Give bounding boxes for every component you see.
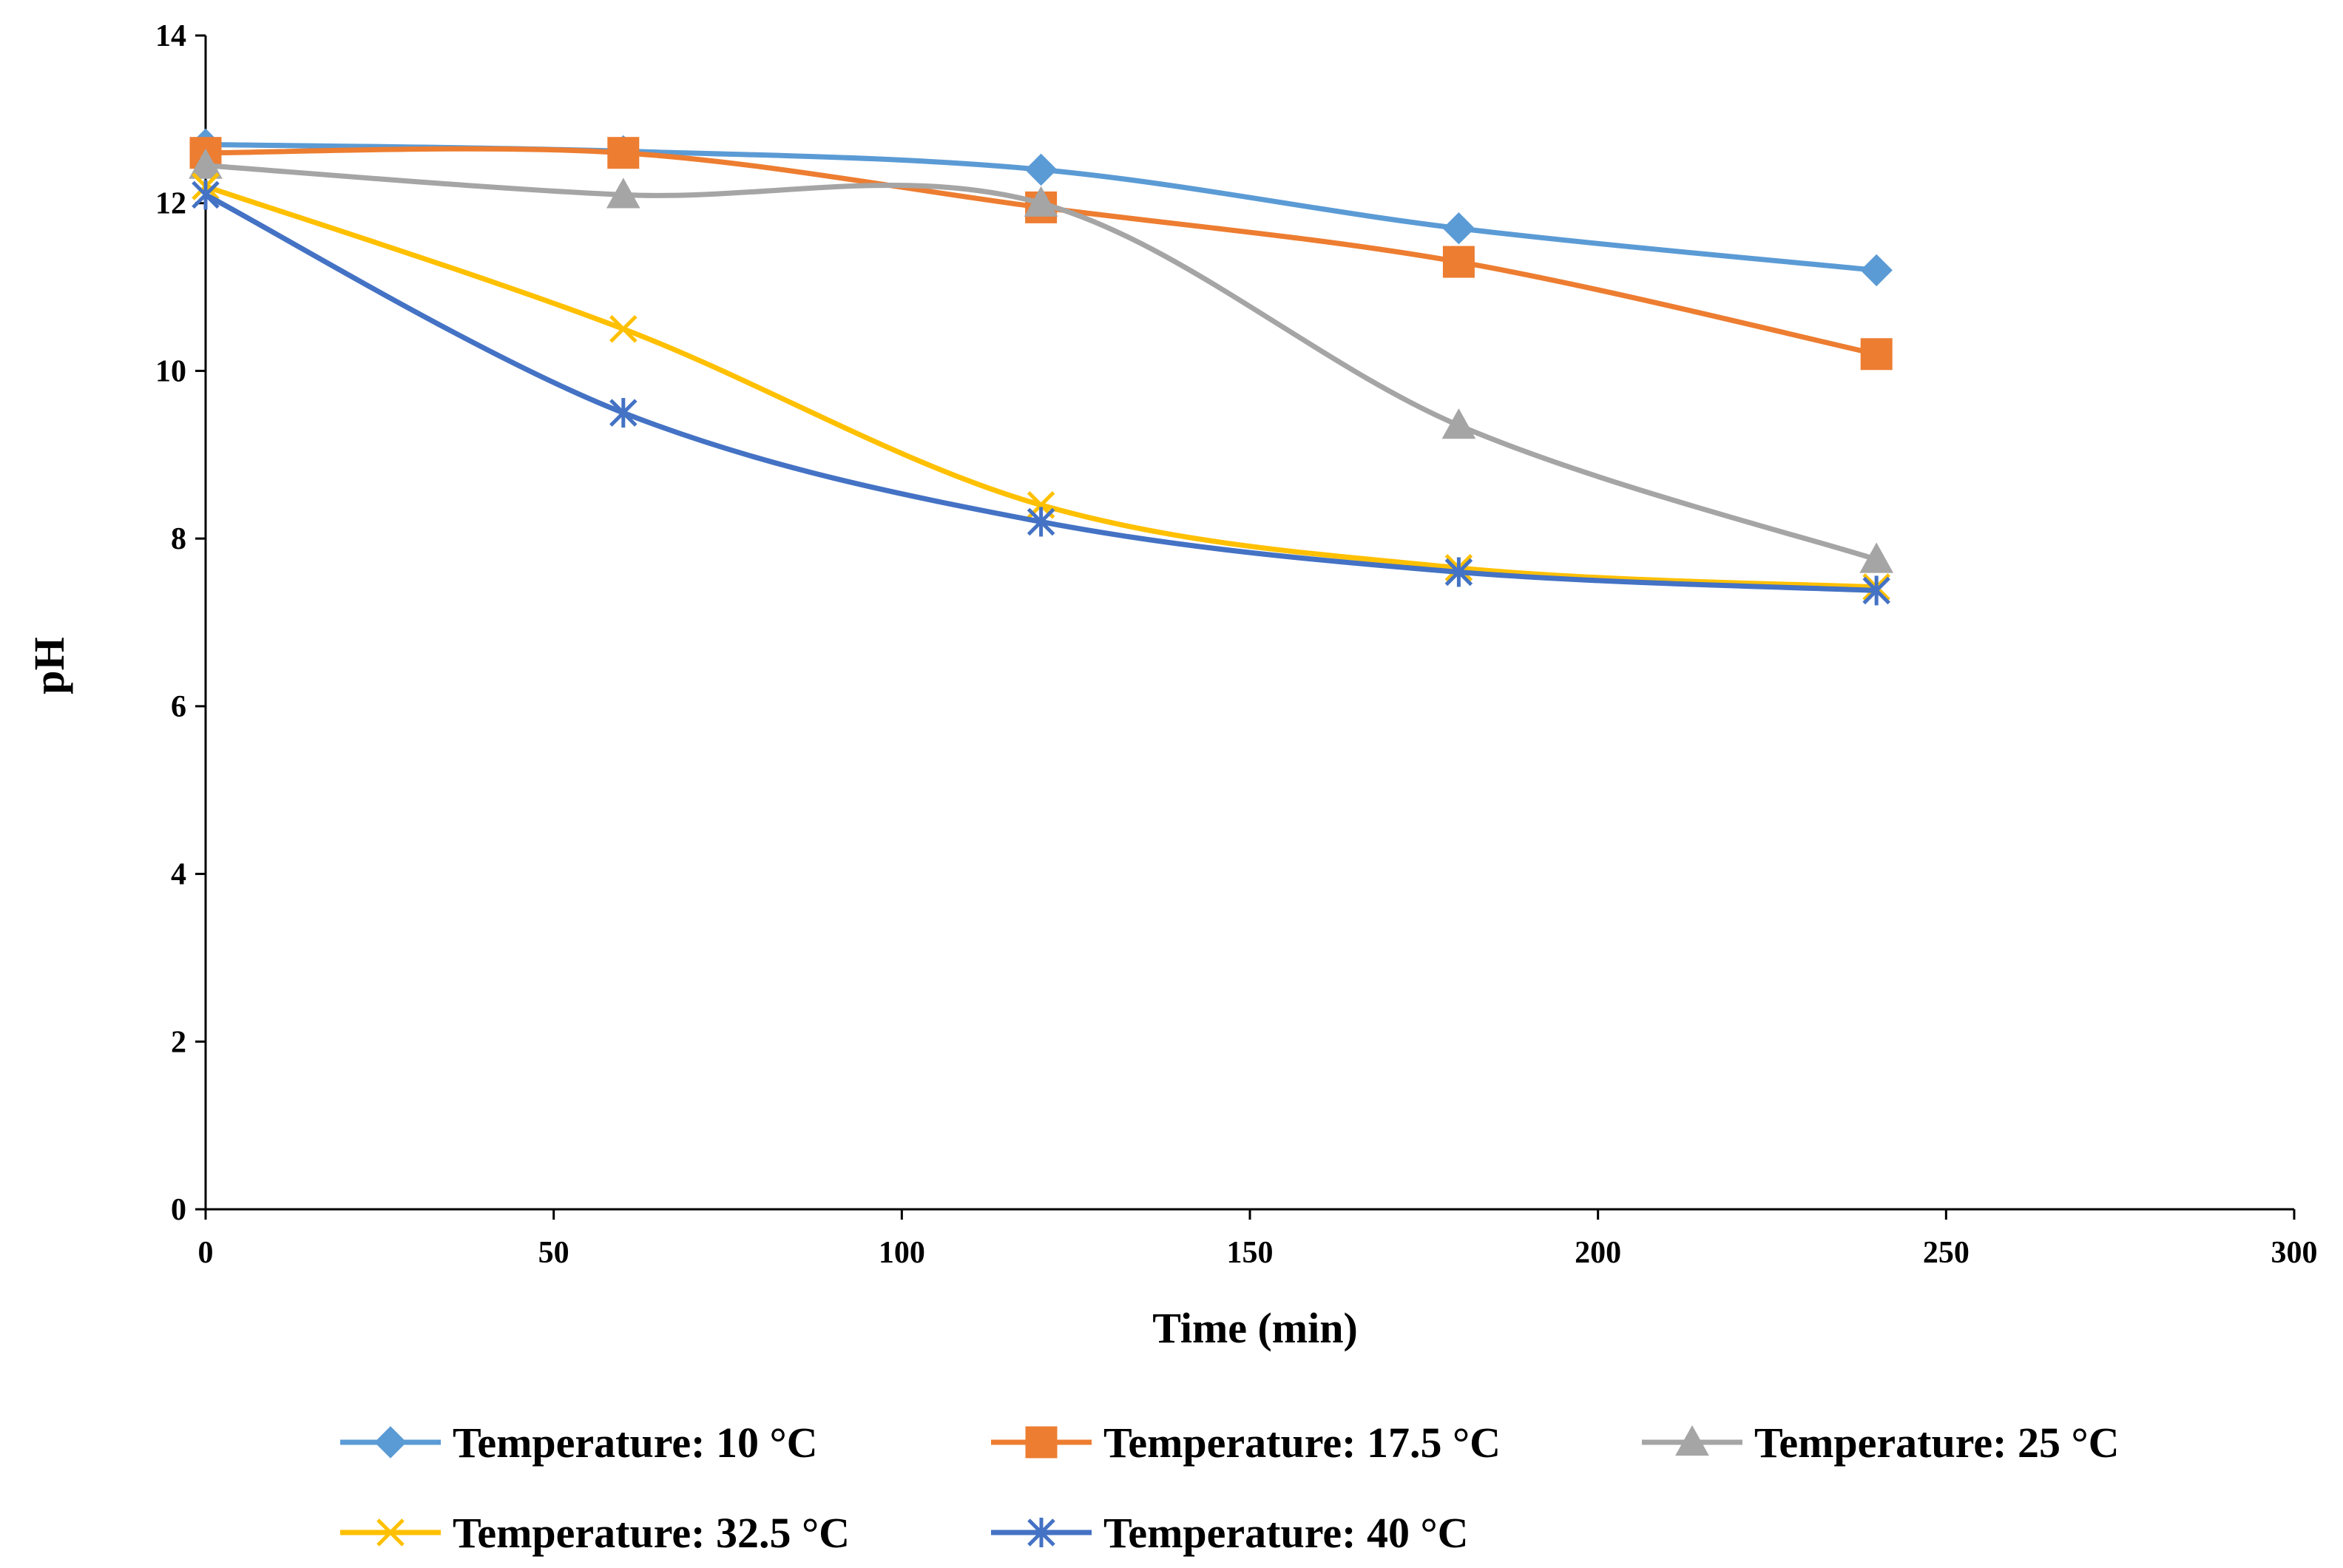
- y-tick-label: 10: [155, 354, 186, 388]
- legend-item-4: Temperature: 32.5 °C: [340, 1509, 850, 1557]
- y-tick-label: 8: [171, 522, 186, 556]
- y-tick-label: 6: [171, 690, 186, 724]
- legend-item-1: Temperature: 10 °C: [340, 1419, 818, 1467]
- series-layer: [189, 128, 1894, 606]
- data-point: [189, 148, 223, 179]
- legend-marker: [374, 1426, 407, 1459]
- data-point: [1441, 408, 1476, 439]
- legend-item-2: Temperature: 17.5 °C: [991, 1419, 1501, 1467]
- legend: Temperature: 10 °C Temperature: 17.5 °C Te…: [340, 1419, 2120, 1557]
- x-tick-label: 150: [1227, 1236, 1274, 1270]
- legend-item-5: Temperature: 40 °C: [991, 1509, 1469, 1557]
- data-point: [1024, 186, 1058, 217]
- series-5: [192, 180, 1890, 606]
- data-point: [1027, 507, 1055, 537]
- x-tick-label: 50: [538, 1236, 569, 1270]
- legend-label: Temperature: 32.5 °C: [453, 1509, 850, 1557]
- y-tick-label: 0: [171, 1193, 186, 1227]
- data-point: [1442, 212, 1475, 245]
- legend-marker: [376, 1518, 405, 1547]
- series-3: [189, 148, 1894, 573]
- legend-label: Temperature: 40 °C: [1103, 1509, 1469, 1557]
- y-tick-label: 14: [155, 19, 186, 53]
- legend-marker: [1027, 1518, 1055, 1547]
- legend-label: Temperature: 10 °C: [453, 1419, 818, 1467]
- legend-label: Temperature: 25 °C: [1754, 1419, 2120, 1467]
- legend-label: Temperature: 17.5 °C: [1103, 1419, 1501, 1467]
- data-point: [192, 180, 220, 210]
- x-tick-label: 250: [1923, 1236, 1970, 1270]
- data-point: [1024, 153, 1058, 186]
- data-point: [1859, 542, 1894, 573]
- data-point: [609, 314, 638, 343]
- data-point: [606, 178, 640, 209]
- series-line: [203, 192, 1879, 593]
- y-tick-label: 12: [155, 187, 186, 221]
- x-axis-title: Time (min): [1152, 1304, 1358, 1352]
- y-tick-label: 4: [171, 858, 186, 892]
- data-point: [1444, 557, 1473, 587]
- x-tick-label: 300: [2271, 1236, 2318, 1270]
- x-tick-label: 100: [879, 1236, 925, 1270]
- axes: 0 2 4 6 8 10 12 14 0 50 100 150 200 250 300: [155, 19, 2318, 1270]
- x-tick-label: 200: [1575, 1236, 1621, 1270]
- y-tick-label: 2: [171, 1025, 186, 1059]
- series-line: [203, 163, 1879, 562]
- data-point: [609, 398, 638, 428]
- x-tick-label: 0: [198, 1236, 214, 1270]
- legend-marker: [1025, 1426, 1058, 1459]
- data-point: [607, 137, 640, 169]
- data-point: [1442, 246, 1475, 278]
- data-point: [1860, 338, 1893, 371]
- data-point: [1860, 254, 1893, 287]
- legend-item-3: Temperature: 25 °C: [1642, 1419, 2120, 1467]
- legend-marker: [1675, 1425, 1709, 1456]
- data-point: [1862, 575, 1890, 606]
- y-axis-title: pH: [25, 637, 73, 694]
